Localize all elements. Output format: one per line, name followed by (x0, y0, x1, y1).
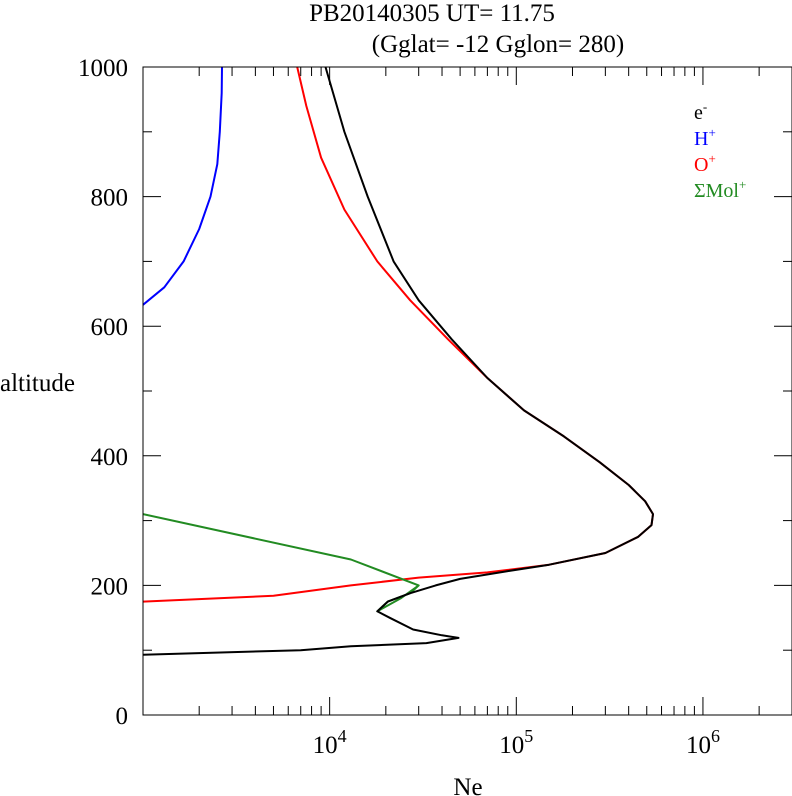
y-axis-label: altitude (0, 370, 75, 397)
y-tick-label: 1000 (78, 55, 128, 82)
legend-entry: e- (694, 99, 707, 124)
legend-entry: ΣMol+ (694, 177, 746, 202)
x-tick-label: 105 (499, 726, 533, 759)
x-tick-labels: 104 105 106 (313, 726, 720, 759)
chart-title: PB20140305 UT= 11.75 (309, 0, 555, 27)
legend-entry: O+ (694, 151, 716, 176)
y-tick-label: 400 (91, 444, 129, 471)
series-line (143, 67, 223, 306)
legend: e-H+O+ΣMol+ (694, 99, 746, 202)
y-tick-label: 0 (116, 703, 129, 730)
x-tick-label: 106 (686, 726, 720, 759)
series-line (143, 67, 654, 656)
y-tick-label: 200 (91, 573, 129, 600)
series-layer (143, 67, 654, 656)
x-tick-label: 104 (313, 726, 347, 759)
series-line (143, 513, 420, 613)
chart-subtitle: (Gglat= -12 Gglon= 280) (372, 31, 624, 58)
y-tick-label: 800 (91, 185, 129, 212)
x-axis-label: Ne (453, 774, 482, 796)
plot-frame (142, 66, 792, 716)
y-tick-label: 600 (91, 314, 129, 341)
legend-entry: H+ (694, 125, 716, 150)
y-tick-labels: 0 200 400 600 800 1000 (78, 55, 128, 730)
